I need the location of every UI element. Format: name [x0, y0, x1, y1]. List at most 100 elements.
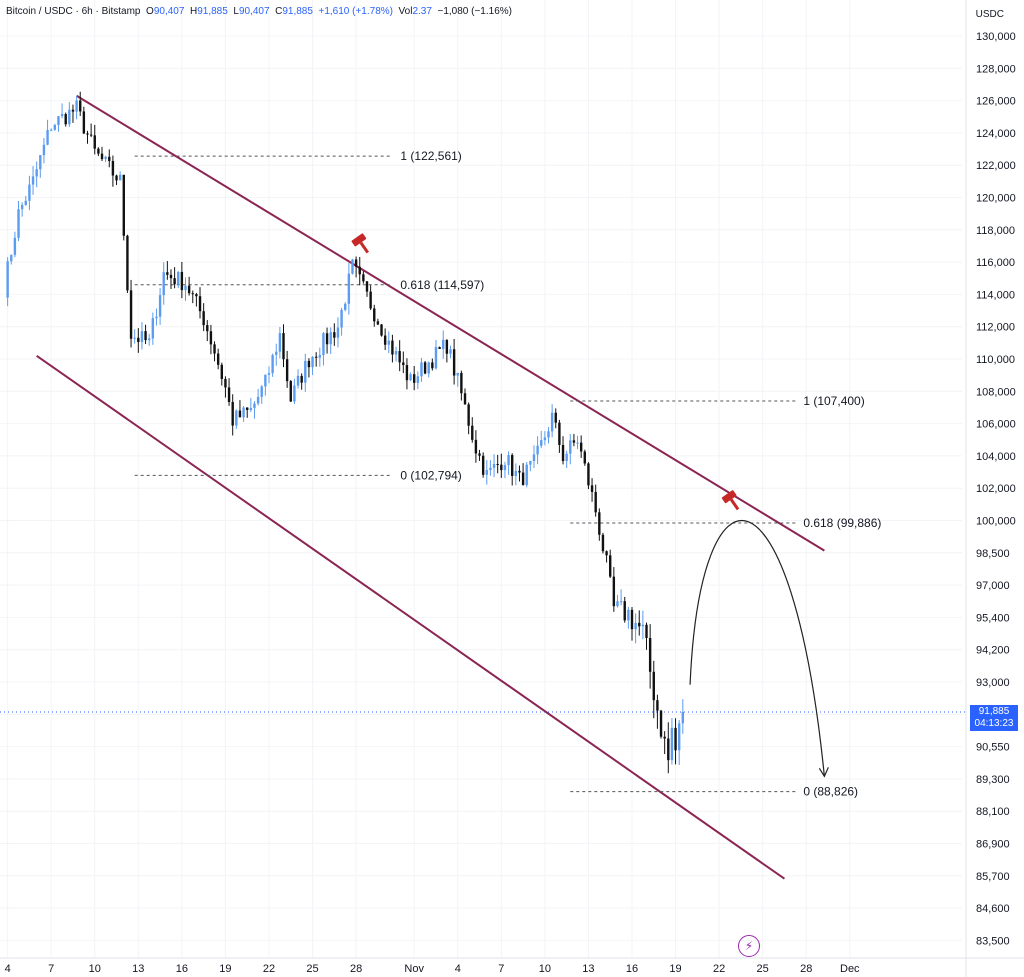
candle-body	[42, 144, 46, 156]
candle-body	[507, 455, 510, 466]
candle-body	[492, 464, 496, 468]
candle-body	[169, 274, 173, 279]
candle-body	[267, 373, 271, 375]
gavel-icon	[721, 490, 740, 511]
fib-level-label: 1 (122,561)	[400, 149, 461, 163]
candle-body	[525, 464, 528, 486]
fib-level-label: 0.618 (114,597)	[400, 278, 484, 292]
candle-body	[609, 555, 612, 577]
candle-body	[529, 461, 532, 465]
candle-body	[296, 375, 300, 386]
candle-body	[362, 274, 365, 282]
price-tick-label: 126,000	[976, 96, 1016, 108]
candle-body	[100, 153, 104, 160]
candle-body	[314, 356, 318, 358]
open-value: 90,407	[153, 6, 185, 17]
candle-body	[452, 349, 456, 376]
candle-body	[195, 294, 198, 297]
price-axis[interactable]: 130,000 128,000 126,000 124,000 122,000 120,0…	[965, 0, 1016, 977]
candle-body	[264, 374, 267, 387]
candle-body	[151, 318, 155, 339]
current-price-value: 91,885	[978, 706, 1010, 717]
price-tick-label: 89,300	[976, 774, 1010, 786]
candle-body	[46, 129, 49, 145]
candle-body	[434, 347, 438, 369]
time-tick-label: 25	[306, 963, 318, 975]
time-tick-label: 4	[455, 963, 461, 975]
candle-body	[500, 464, 503, 471]
candle-body	[93, 135, 96, 149]
low-label: L	[233, 6, 239, 17]
candle-body	[474, 439, 478, 454]
price-tick-label: 128,000	[976, 63, 1016, 75]
candle-body	[656, 700, 659, 711]
candle-body	[180, 271, 184, 291]
candle-body	[325, 333, 329, 345]
time-tick-label: 13	[132, 963, 144, 975]
candle-body	[344, 303, 347, 310]
current-price-tag: 91,885 04:13:23	[970, 705, 1018, 731]
channel-upper-line	[76, 94, 825, 552]
candle-body	[619, 601, 623, 603]
candle-body	[53, 124, 57, 130]
candle-body	[238, 410, 242, 418]
price-grid	[0, 0, 966, 958]
candle-body	[206, 325, 209, 332]
candle-body	[605, 551, 608, 556]
candle-body	[579, 442, 583, 452]
candle-body	[246, 407, 249, 410]
candle-body	[431, 362, 434, 369]
candle-body	[648, 637, 652, 672]
candle-body	[293, 385, 296, 402]
descending-channel[interactable]	[36, 94, 825, 880]
candle-body	[438, 347, 441, 349]
candle-body	[460, 372, 463, 394]
candle-body	[409, 374, 412, 381]
candle-body	[365, 281, 369, 292]
time-tick-label: Nov	[404, 963, 424, 975]
candle-body	[598, 512, 601, 535]
candle-body	[39, 155, 42, 170]
candle-body	[463, 393, 467, 405]
candle-body	[627, 609, 630, 621]
candle-body	[503, 465, 507, 471]
candle-body	[427, 362, 430, 374]
candle-body	[369, 291, 372, 309]
candle-body	[86, 133, 89, 135]
volume-change: −1,080 (−1.16%)	[437, 6, 512, 17]
candle-body	[49, 129, 53, 131]
candle-body	[405, 365, 409, 381]
time-tick-label: 28	[800, 963, 812, 975]
volume-label: Vol	[398, 6, 413, 17]
change-value: +1,610 (+1.78%)	[318, 6, 393, 17]
candle-body	[536, 445, 539, 455]
candle-body	[641, 624, 645, 627]
gavel-handle	[729, 498, 740, 511]
candle-body	[300, 375, 303, 383]
lightning-icon[interactable]: ⚡	[738, 935, 760, 957]
candle-body	[376, 321, 380, 325]
volume-value: 2.37	[412, 6, 432, 17]
time-tick-label: 16	[626, 963, 638, 975]
time-tick-label: 7	[48, 963, 54, 975]
candle-body	[71, 109, 75, 112]
candle-body	[191, 293, 194, 295]
price-tick-label: 85,700	[976, 871, 1010, 883]
candle-body	[177, 271, 180, 285]
price-tick-label: 86,900	[976, 839, 1010, 851]
symbol-title[interactable]: Bitcoin / USDC · 6h · Bitstamp	[6, 6, 141, 17]
candle-body	[231, 402, 234, 426]
rejection-markers	[351, 233, 740, 511]
fibonacci-levels[interactable]: 1 (122,561) 0.618 (114,597) 0 (102,794) 1 (…	[134, 149, 882, 799]
time-axis[interactable]: 4 7 10 13 16 19 22 25 28 Nov 4 7 10 13 16 19 22 25 28 Dec	[0, 957, 1024, 975]
candle-body	[540, 440, 543, 446]
candle-body	[583, 451, 586, 464]
candle-body	[543, 437, 547, 441]
candle-body	[28, 184, 31, 201]
candle-body	[133, 337, 136, 339]
candle-body	[402, 362, 405, 366]
candle-body	[209, 331, 213, 345]
projection-arc[interactable]	[689, 519, 829, 778]
candle-body	[601, 534, 605, 552]
